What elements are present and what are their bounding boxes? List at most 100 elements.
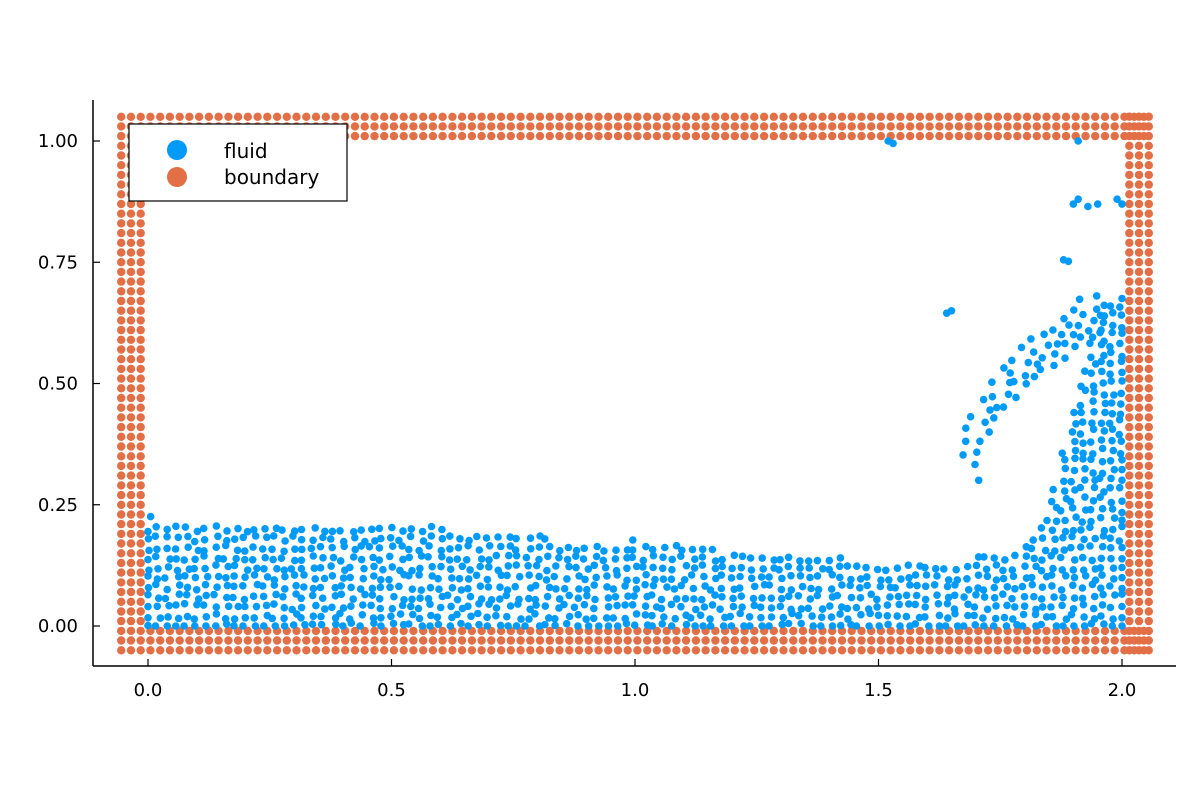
boundary-point	[136, 413, 145, 422]
boundary-point	[818, 131, 827, 141]
fluid-point	[911, 620, 920, 628]
fluid-point	[1115, 537, 1124, 545]
fluid-point	[280, 622, 289, 630]
x-tick-label: 0.5	[377, 680, 406, 701]
boundary-point	[1052, 112, 1061, 122]
fluid-point	[580, 600, 589, 609]
boundary-point	[117, 316, 126, 325]
fluid-point	[964, 586, 973, 594]
boundary-point	[194, 646, 204, 655]
fluid-point	[1086, 542, 1094, 550]
fluid-point	[671, 614, 679, 623]
fluid-point	[1049, 485, 1057, 494]
fluid-point	[894, 592, 903, 601]
boundary-point	[117, 393, 126, 403]
boundary-point	[1144, 296, 1154, 306]
boundary-point	[389, 646, 399, 655]
fluid-point	[214, 572, 223, 581]
fluid-point	[1100, 301, 1108, 310]
boundary-point	[701, 131, 710, 141]
boundary-point	[691, 131, 701, 141]
boundary-point	[516, 646, 525, 655]
fluid-point	[361, 590, 369, 599]
fluid-point	[688, 545, 697, 554]
boundary-point	[906, 122, 915, 131]
boundary-point	[935, 112, 944, 122]
boundary-point	[691, 636, 701, 645]
fluid-point	[682, 561, 691, 570]
fluid-point	[813, 556, 822, 565]
boundary-point	[380, 112, 389, 122]
boundary-point	[1134, 267, 1144, 277]
boundary-point	[331, 636, 340, 645]
fluid-point	[212, 561, 220, 569]
fluid-point	[933, 591, 941, 599]
boundary-point	[487, 636, 496, 645]
boundary-point	[117, 112, 126, 122]
boundary-point	[1144, 238, 1154, 247]
boundary-point	[974, 636, 983, 645]
fluid-point	[200, 536, 209, 544]
fluid-point	[345, 615, 354, 623]
fluid-point	[550, 572, 558, 581]
fluid-point	[1118, 508, 1126, 517]
fluid-point	[377, 614, 385, 622]
fluid-point	[826, 602, 834, 610]
fluid-point	[1037, 566, 1046, 575]
fluid-point	[1118, 352, 1126, 361]
boundary-point	[1125, 558, 1134, 568]
boundary-point	[126, 519, 136, 529]
fluid-point	[1079, 566, 1088, 574]
fluid-point	[668, 555, 676, 564]
boundary-point	[496, 131, 506, 141]
boundary-point	[906, 636, 915, 645]
fluid-point	[992, 576, 1001, 584]
fluid-point	[758, 594, 766, 602]
boundary-point	[399, 636, 408, 645]
fluid-point	[1044, 341, 1053, 350]
fluid-spray-point	[889, 139, 897, 148]
fluid-point	[609, 614, 617, 622]
fluid-point	[1075, 295, 1084, 304]
fluid-point	[1076, 401, 1085, 410]
boundary-point	[1134, 549, 1144, 558]
fluid-point	[272, 590, 280, 599]
boundary-point	[750, 646, 759, 655]
boundary-point	[516, 122, 525, 131]
boundary-point	[1032, 122, 1042, 131]
boundary-point	[1125, 519, 1134, 529]
legend-boundary-marker	[167, 167, 187, 187]
boundary-point	[185, 636, 194, 645]
fluid-point	[526, 605, 534, 613]
boundary-point	[1134, 238, 1144, 247]
fluid-point	[729, 594, 737, 603]
fluid-point	[556, 546, 564, 555]
boundary-point	[370, 112, 379, 122]
fluid-point	[696, 611, 705, 620]
boundary-point	[769, 626, 778, 636]
fluid-point	[1090, 483, 1099, 492]
boundary-point	[1003, 646, 1012, 655]
fluid-point	[385, 552, 394, 561]
fluid-point	[1081, 493, 1089, 501]
boundary-point	[1134, 461, 1144, 471]
fluid-point	[689, 584, 698, 593]
boundary-point	[224, 626, 233, 636]
boundary-point	[944, 122, 954, 131]
boundary-point	[496, 112, 506, 122]
boundary-point	[837, 112, 847, 122]
fluid-point	[989, 622, 998, 630]
fluid-point	[258, 545, 267, 553]
fluid-point	[475, 546, 484, 554]
boundary-point	[350, 122, 360, 131]
boundary-point	[136, 422, 145, 432]
fluid-point	[522, 553, 531, 562]
fluid-point	[1029, 348, 1038, 356]
fluid-point	[506, 602, 515, 610]
fluid-point	[251, 622, 260, 630]
fluid-point	[426, 622, 434, 630]
fluid-point	[144, 590, 152, 599]
fluid-point	[836, 554, 845, 562]
boundary-point	[828, 112, 837, 122]
boundary-point	[867, 636, 876, 645]
